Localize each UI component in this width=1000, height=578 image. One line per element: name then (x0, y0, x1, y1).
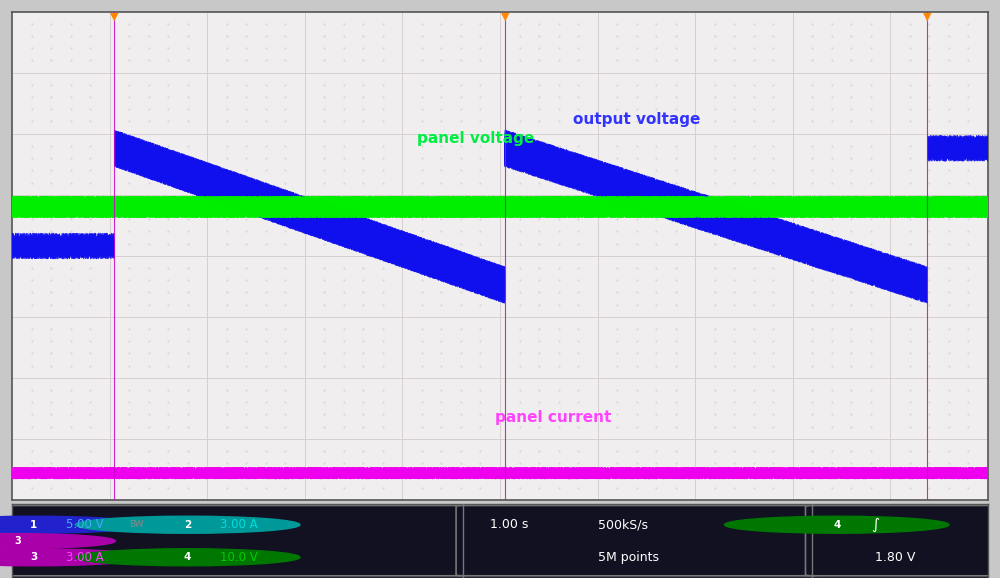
Text: 3.00 A: 3.00 A (66, 551, 103, 564)
Text: 1.80 V: 1.80 V (875, 551, 915, 564)
Text: 10.0 V: 10.0 V (220, 551, 258, 564)
Text: 3: 3 (14, 536, 21, 546)
Text: ▼: ▼ (110, 12, 119, 21)
Text: 2: 2 (184, 520, 191, 529)
FancyBboxPatch shape (456, 506, 817, 576)
Text: panel current: panel current (495, 410, 611, 425)
Text: 4: 4 (184, 553, 191, 562)
Text: BW: BW (130, 520, 144, 529)
Text: 1.00 s: 1.00 s (490, 518, 529, 531)
Text: 1: 1 (30, 520, 37, 529)
Circle shape (724, 516, 949, 533)
Text: output voltage: output voltage (573, 112, 701, 127)
Circle shape (0, 549, 146, 566)
Circle shape (75, 516, 300, 533)
Text: ▼: ▼ (501, 12, 509, 21)
Text: panel voltage: panel voltage (417, 131, 534, 146)
FancyBboxPatch shape (805, 506, 996, 576)
Text: 500kS/s: 500kS/s (598, 518, 648, 531)
Text: ∫: ∫ (871, 517, 879, 532)
FancyBboxPatch shape (2, 506, 466, 576)
Text: ▼: ▼ (923, 12, 932, 21)
Circle shape (0, 533, 115, 549)
Text: 3.00 A: 3.00 A (220, 518, 258, 531)
Circle shape (0, 516, 146, 533)
Circle shape (75, 549, 300, 566)
Text: 5M points: 5M points (598, 551, 659, 564)
Text: 5.00 V: 5.00 V (66, 518, 103, 531)
Text: 3: 3 (30, 553, 37, 562)
Text: 4: 4 (833, 520, 840, 529)
